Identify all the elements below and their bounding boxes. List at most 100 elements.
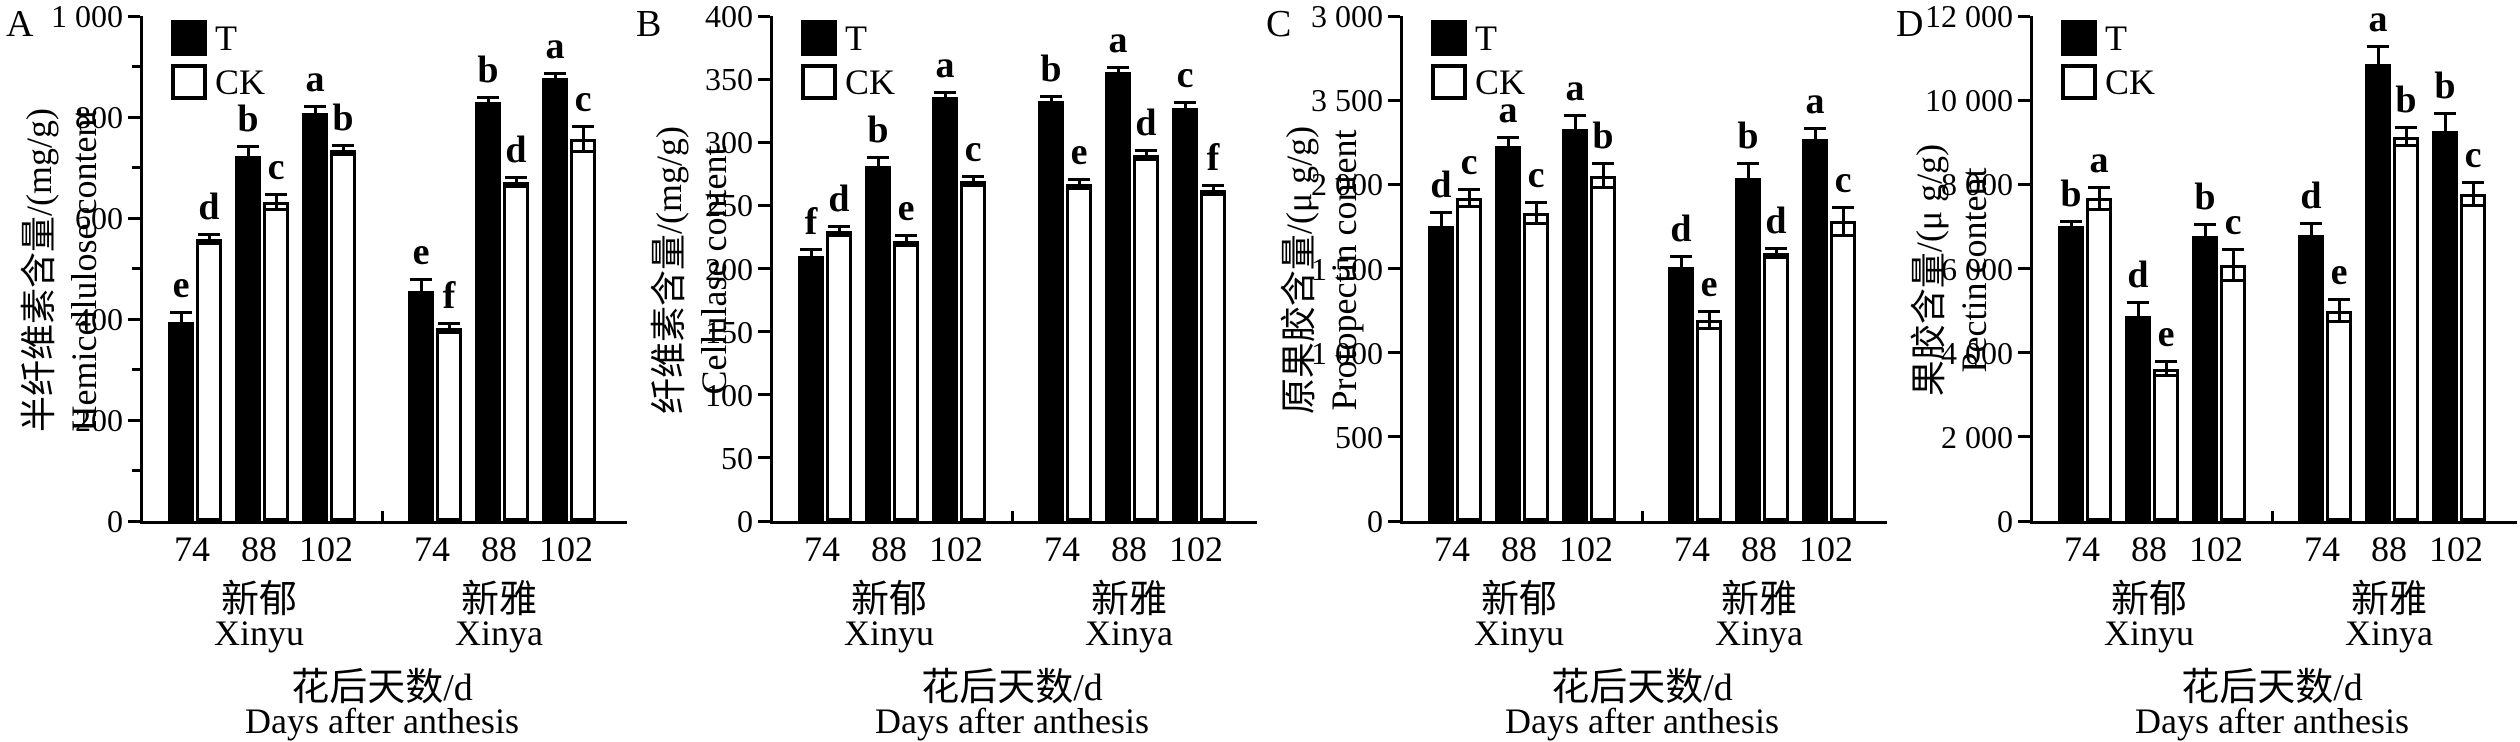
- y-tick: [758, 203, 770, 207]
- error-bar-stem: [1573, 116, 1577, 141]
- error-bar-stem: [971, 178, 975, 185]
- error-bar-stem: [486, 98, 490, 105]
- bar-T-xinya-102: [1802, 138, 1828, 521]
- error-bar-stem: [1534, 204, 1538, 222]
- significance-letter-T-xinya-74: e: [412, 231, 430, 274]
- significance-letter-CK-xinya-88: d: [1135, 101, 1157, 144]
- group-label-cn-xinyu: 新郁: [850, 579, 928, 621]
- error-bar-stem: [1183, 103, 1187, 113]
- error-bar-stem: [1707, 312, 1711, 327]
- significance-letter-T-xinya-74: b: [1040, 47, 1062, 90]
- panel-letter: B: [636, 3, 662, 45]
- error-bar-T-xinyu-88: [1497, 135, 1519, 156]
- y-tick-label: 600: [75, 200, 123, 236]
- y-tick-label: 100: [705, 376, 753, 413]
- significance-letter-T-xinyu-88: a: [1498, 88, 1518, 131]
- bar-T-xinyu-102: [302, 112, 328, 521]
- error-bar-stem: [1679, 258, 1683, 276]
- error-bar-T-xinya-88: [477, 95, 499, 108]
- bar-T-xinya-88: [475, 101, 501, 521]
- bar-CK-xinya-88: [1763, 253, 1789, 521]
- y-tick: [1388, 267, 1400, 270]
- x-tick-label-xinya-88: 88: [481, 529, 517, 569]
- error-bar-CK-xinya-88: [505, 175, 527, 188]
- error-bar-CK-xinyu-88: [1525, 201, 1547, 225]
- legend-label-T: T: [215, 18, 237, 58]
- bar-T-xinyu-74: [798, 255, 824, 521]
- legend-item-T: T: [171, 16, 265, 60]
- x-axis-label-cn: 花后天数/d: [921, 667, 1103, 709]
- y-tick: [758, 393, 770, 397]
- x-tick-label-xinya-74: 74: [414, 529, 450, 569]
- error-bar-CK-xinya-74: [2328, 297, 2350, 324]
- y-tick-label: 350: [705, 61, 753, 98]
- y-minor-tick: [132, 267, 140, 270]
- error-bar-stem: [274, 195, 278, 208]
- y-tick-label: 400: [75, 301, 123, 337]
- error-bar-T-xinya-102: [544, 71, 566, 84]
- y-tick: [2018, 435, 2030, 439]
- error-bar-T-xinya-102: [1804, 127, 1826, 151]
- significance-letter-CK-xinyu-74: d: [198, 186, 220, 229]
- bar-CK-xinyu-88: [1523, 212, 1549, 521]
- error-bar-stem: [1813, 130, 1817, 148]
- error-bar-stem: [2231, 251, 2235, 279]
- significance-letter-CK-xinya-74: f: [442, 274, 456, 317]
- x-tick-label-xinyu-88: 88: [1501, 529, 1537, 569]
- error-bar-stem: [419, 281, 423, 301]
- panel-D: D 果胶含量/(μ g/g) Pectin content 12 000 10 000 8…: [1890, 0, 2520, 742]
- error-bar-CK-xinyu-88: [895, 234, 917, 248]
- significance-letter-T-xinya-102: b: [2434, 65, 2456, 108]
- bar-T-xinyu-102: [2192, 235, 2218, 521]
- legend: T CK: [171, 16, 265, 104]
- plot-area: 12 000 10 000 8 000 6 000 4 000 2 000 0 T CK b a d e…: [1925, 0, 2517, 539]
- error-bar-CK-xinyu-74: [828, 224, 850, 237]
- y-tick-label: 8 000: [1941, 166, 2013, 203]
- error-bar-stem: [447, 324, 451, 331]
- y-tick-label: 50: [721, 439, 753, 476]
- bar-CK-xinya-102: [1830, 221, 1856, 521]
- error-bar-stem: [2164, 363, 2168, 375]
- bar-T-xinyu-74: [168, 321, 194, 521]
- y-tick-label: 1 000: [1311, 334, 1383, 371]
- legend-item-T: T: [801, 16, 895, 60]
- group-label-cn-xinya: 新雅: [1090, 579, 1168, 621]
- error-bar-stem: [2069, 223, 2073, 230]
- bar-CK-xinyu-102: [2220, 265, 2246, 521]
- bar-CK-xinya-74: [1696, 319, 1722, 521]
- bar-CK-xinya-88: [503, 181, 529, 521]
- x-tick-label-xinya-102: 102: [2429, 529, 2483, 569]
- group-label-cn-xinya: 新雅: [460, 579, 538, 621]
- y-tick: [758, 77, 770, 81]
- error-bar-CK-xinya-88: [1135, 148, 1157, 161]
- error-bar-stem: [179, 314, 183, 329]
- bar-CK-xinyu-74: [2086, 198, 2112, 521]
- error-bar-CK-xinyu-102: [1592, 162, 1614, 190]
- bar-CK-xinya-102: [1200, 190, 1226, 521]
- legend-swatch-t-icon: [2061, 20, 2097, 56]
- error-bar-stem: [1601, 165, 1605, 187]
- y-tick-label: 200: [75, 402, 123, 438]
- error-bar-CK-xinyu-88: [265, 192, 287, 211]
- error-bar-T-xinyu-88: [867, 156, 889, 177]
- significance-letter-T-xinya-102: a: [1805, 80, 1825, 123]
- error-bar-T-xinyu-74: [1430, 211, 1452, 242]
- error-bar-stem: [837, 227, 841, 234]
- significance-letter-CK-xinyu-88: c: [1527, 154, 1545, 197]
- error-bar-CK-xinyu-102: [962, 175, 984, 188]
- significance-letter-CK-xinya-102: c: [574, 77, 592, 120]
- y-tick: [1388, 182, 1400, 186]
- error-bar-stem: [1049, 97, 1053, 104]
- y-minor-tick: [132, 368, 140, 371]
- significance-letter-T-xinyu-102: a: [305, 58, 325, 101]
- error-bar-stem: [2337, 300, 2341, 321]
- bar-T-xinya-88: [1735, 177, 1761, 521]
- significance-letter-CK-xinya-88: b: [2395, 79, 2417, 122]
- error-bar-stem: [2471, 184, 2475, 204]
- bar-CK-xinyu-88: [893, 240, 919, 521]
- group-label-en-xinya: Xinya: [1085, 613, 1173, 653]
- error-bar-stem: [1467, 190, 1471, 205]
- significance-letter-T-xinya-102: a: [545, 24, 565, 67]
- error-bar-stem: [1841, 209, 1845, 234]
- bar-T-xinya-74: [1038, 100, 1064, 521]
